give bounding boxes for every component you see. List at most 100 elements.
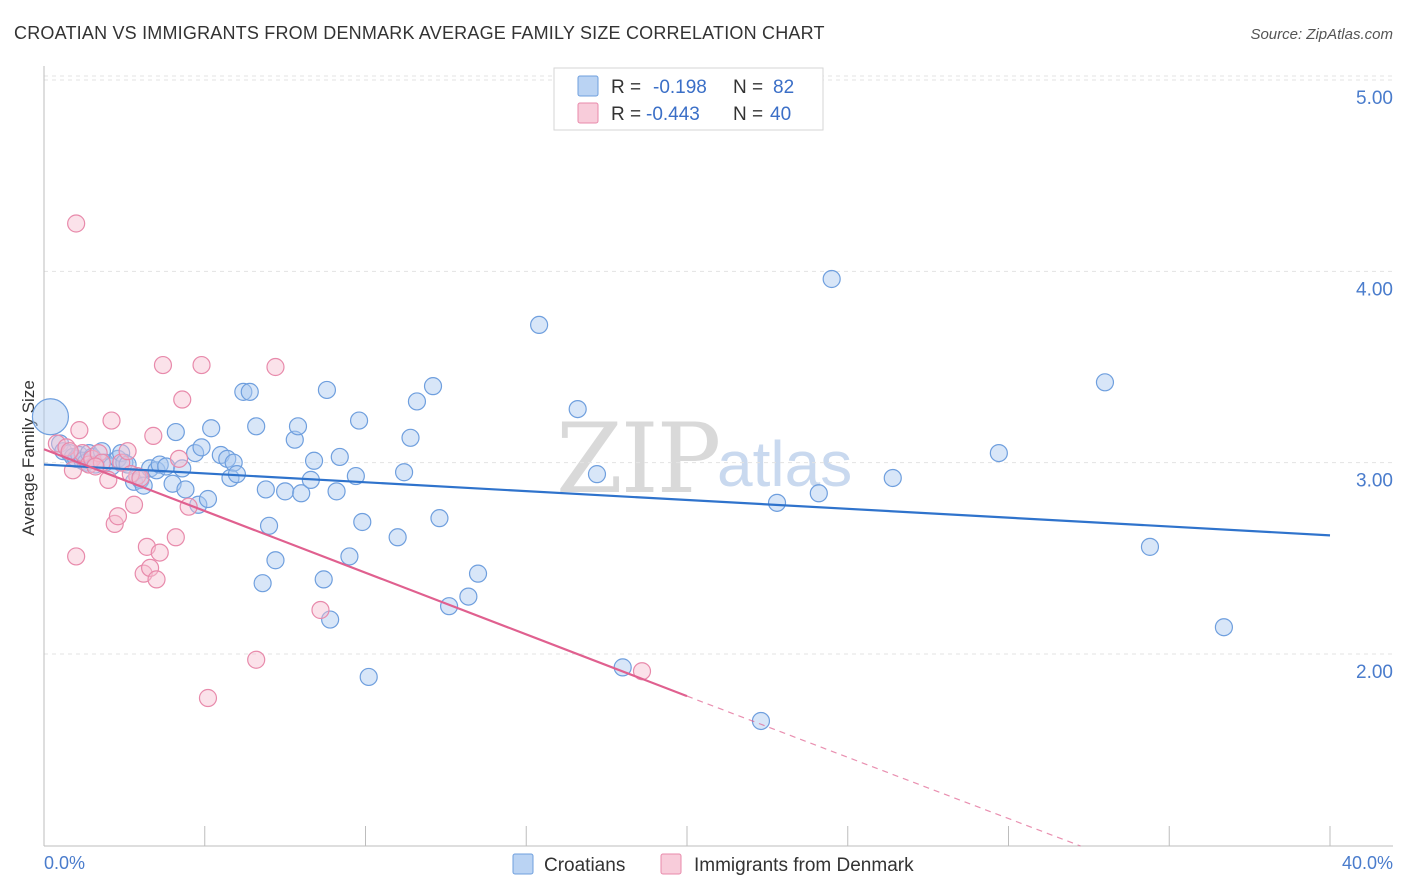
data-point	[89, 444, 108, 463]
data-point	[327, 482, 346, 501]
watermark-atlas: atlas	[717, 428, 852, 500]
data-point	[169, 449, 189, 468]
data-point	[266, 357, 285, 377]
data-point	[112, 444, 131, 463]
data-point	[150, 455, 169, 474]
x-tick-label-min: 0.0%	[44, 853, 85, 873]
series-denmark-points	[47, 214, 652, 708]
data-point	[568, 399, 587, 419]
data-point	[198, 688, 218, 708]
data-point	[822, 269, 841, 289]
data-point	[430, 509, 449, 528]
data-point	[304, 451, 324, 470]
data-point	[439, 597, 459, 616]
data-point	[330, 447, 349, 467]
data-point	[423, 377, 443, 396]
trend-layer	[43, 448, 1331, 847]
axis-layer	[43, 66, 1393, 847]
data-point	[118, 442, 137, 461]
bottom-legend-label-croatians: Croatians	[544, 855, 625, 876]
data-point	[166, 528, 185, 547]
data-point	[340, 547, 359, 566]
data-point	[394, 463, 414, 482]
data-point	[224, 453, 243, 472]
data-point	[587, 465, 607, 484]
data-point	[809, 484, 828, 503]
data-point	[247, 417, 266, 436]
bottom-legend-swatch-croatians	[512, 853, 534, 875]
data-point	[202, 419, 221, 438]
watermark: ZIP atlas	[556, 403, 852, 515]
data-point	[150, 543, 169, 562]
data-point	[147, 570, 166, 589]
y-tick-label: 5.00	[1356, 88, 1393, 109]
data-point	[883, 468, 902, 488]
data-point	[192, 355, 211, 375]
stats-legend-r-value-croatians: -0.198	[653, 77, 707, 98]
stats-legend-n-value-croatians: 82	[773, 77, 794, 98]
x-tick-label-max: 40.0%	[1342, 853, 1393, 873]
data-point	[102, 411, 121, 430]
data-point	[311, 600, 330, 620]
data-point	[266, 551, 285, 570]
data-point	[253, 574, 272, 593]
data-point	[240, 382, 259, 401]
chart-source: Source: ZipAtlas.com	[1250, 26, 1393, 43]
data-point	[407, 392, 427, 411]
stats-legend-swatch-croatians	[577, 75, 599, 97]
data-point	[1214, 618, 1234, 637]
stats-legend-n-label-croatians: N =	[733, 77, 763, 98]
y-tick-label: 2.00	[1356, 662, 1393, 683]
grid-layer: 2.00 3.00 4.00 5.00	[44, 75, 1393, 683]
data-point	[153, 355, 173, 375]
data-point	[1095, 373, 1115, 392]
stats-legend-r-label-croatians: R =	[611, 77, 641, 98]
stats-legend: R = -0.198 N = 82 R = -0.443 N = 40	[553, 67, 824, 131]
stats-legend-swatch-denmark	[577, 102, 599, 124]
stats-legend-r-label-denmark: R =	[611, 104, 641, 125]
data-point	[140, 558, 160, 578]
data-point	[317, 380, 337, 400]
data-point	[67, 214, 86, 233]
y-tick-label: 3.00	[1356, 471, 1393, 492]
data-point	[767, 493, 787, 512]
data-point	[530, 315, 549, 335]
data-point	[401, 428, 420, 447]
stats-legend-n-value-denmark: 40	[770, 104, 791, 125]
data-point	[346, 466, 365, 486]
data-point	[247, 650, 266, 669]
stats-legend-box	[553, 67, 824, 131]
data-point	[359, 667, 378, 687]
data-point	[144, 426, 163, 445]
data-point	[198, 489, 218, 509]
data-point	[67, 547, 86, 566]
y-axis-title: Average Family Size	[19, 380, 38, 536]
data-point	[173, 390, 192, 409]
data-point	[321, 610, 340, 629]
bottom-legend: Croatians Immigrants from Denmark	[512, 853, 914, 876]
trend-line-denmark	[43, 448, 688, 698]
data-point	[259, 516, 279, 535]
stats-legend-n-label-denmark: N =	[733, 104, 763, 125]
data-point	[285, 430, 304, 449]
data-point	[314, 570, 333, 589]
data-point	[176, 480, 195, 499]
data-point	[288, 417, 308, 436]
data-point	[388, 528, 407, 547]
data-point	[124, 495, 144, 514]
data-point	[459, 587, 478, 606]
trend-line-denmark-extension	[686, 695, 1081, 847]
y-tick-label: 4.00	[1356, 279, 1393, 300]
data-point	[108, 507, 128, 526]
data-point	[63, 461, 83, 480]
data-point	[349, 411, 369, 430]
data-point	[292, 484, 311, 503]
data-point	[192, 438, 211, 457]
data-point	[234, 382, 253, 401]
data-point	[751, 711, 771, 731]
data-point	[353, 512, 372, 532]
data-point	[256, 480, 275, 499]
bottom-legend-swatch-denmark	[660, 853, 682, 875]
data-point	[70, 421, 89, 440]
